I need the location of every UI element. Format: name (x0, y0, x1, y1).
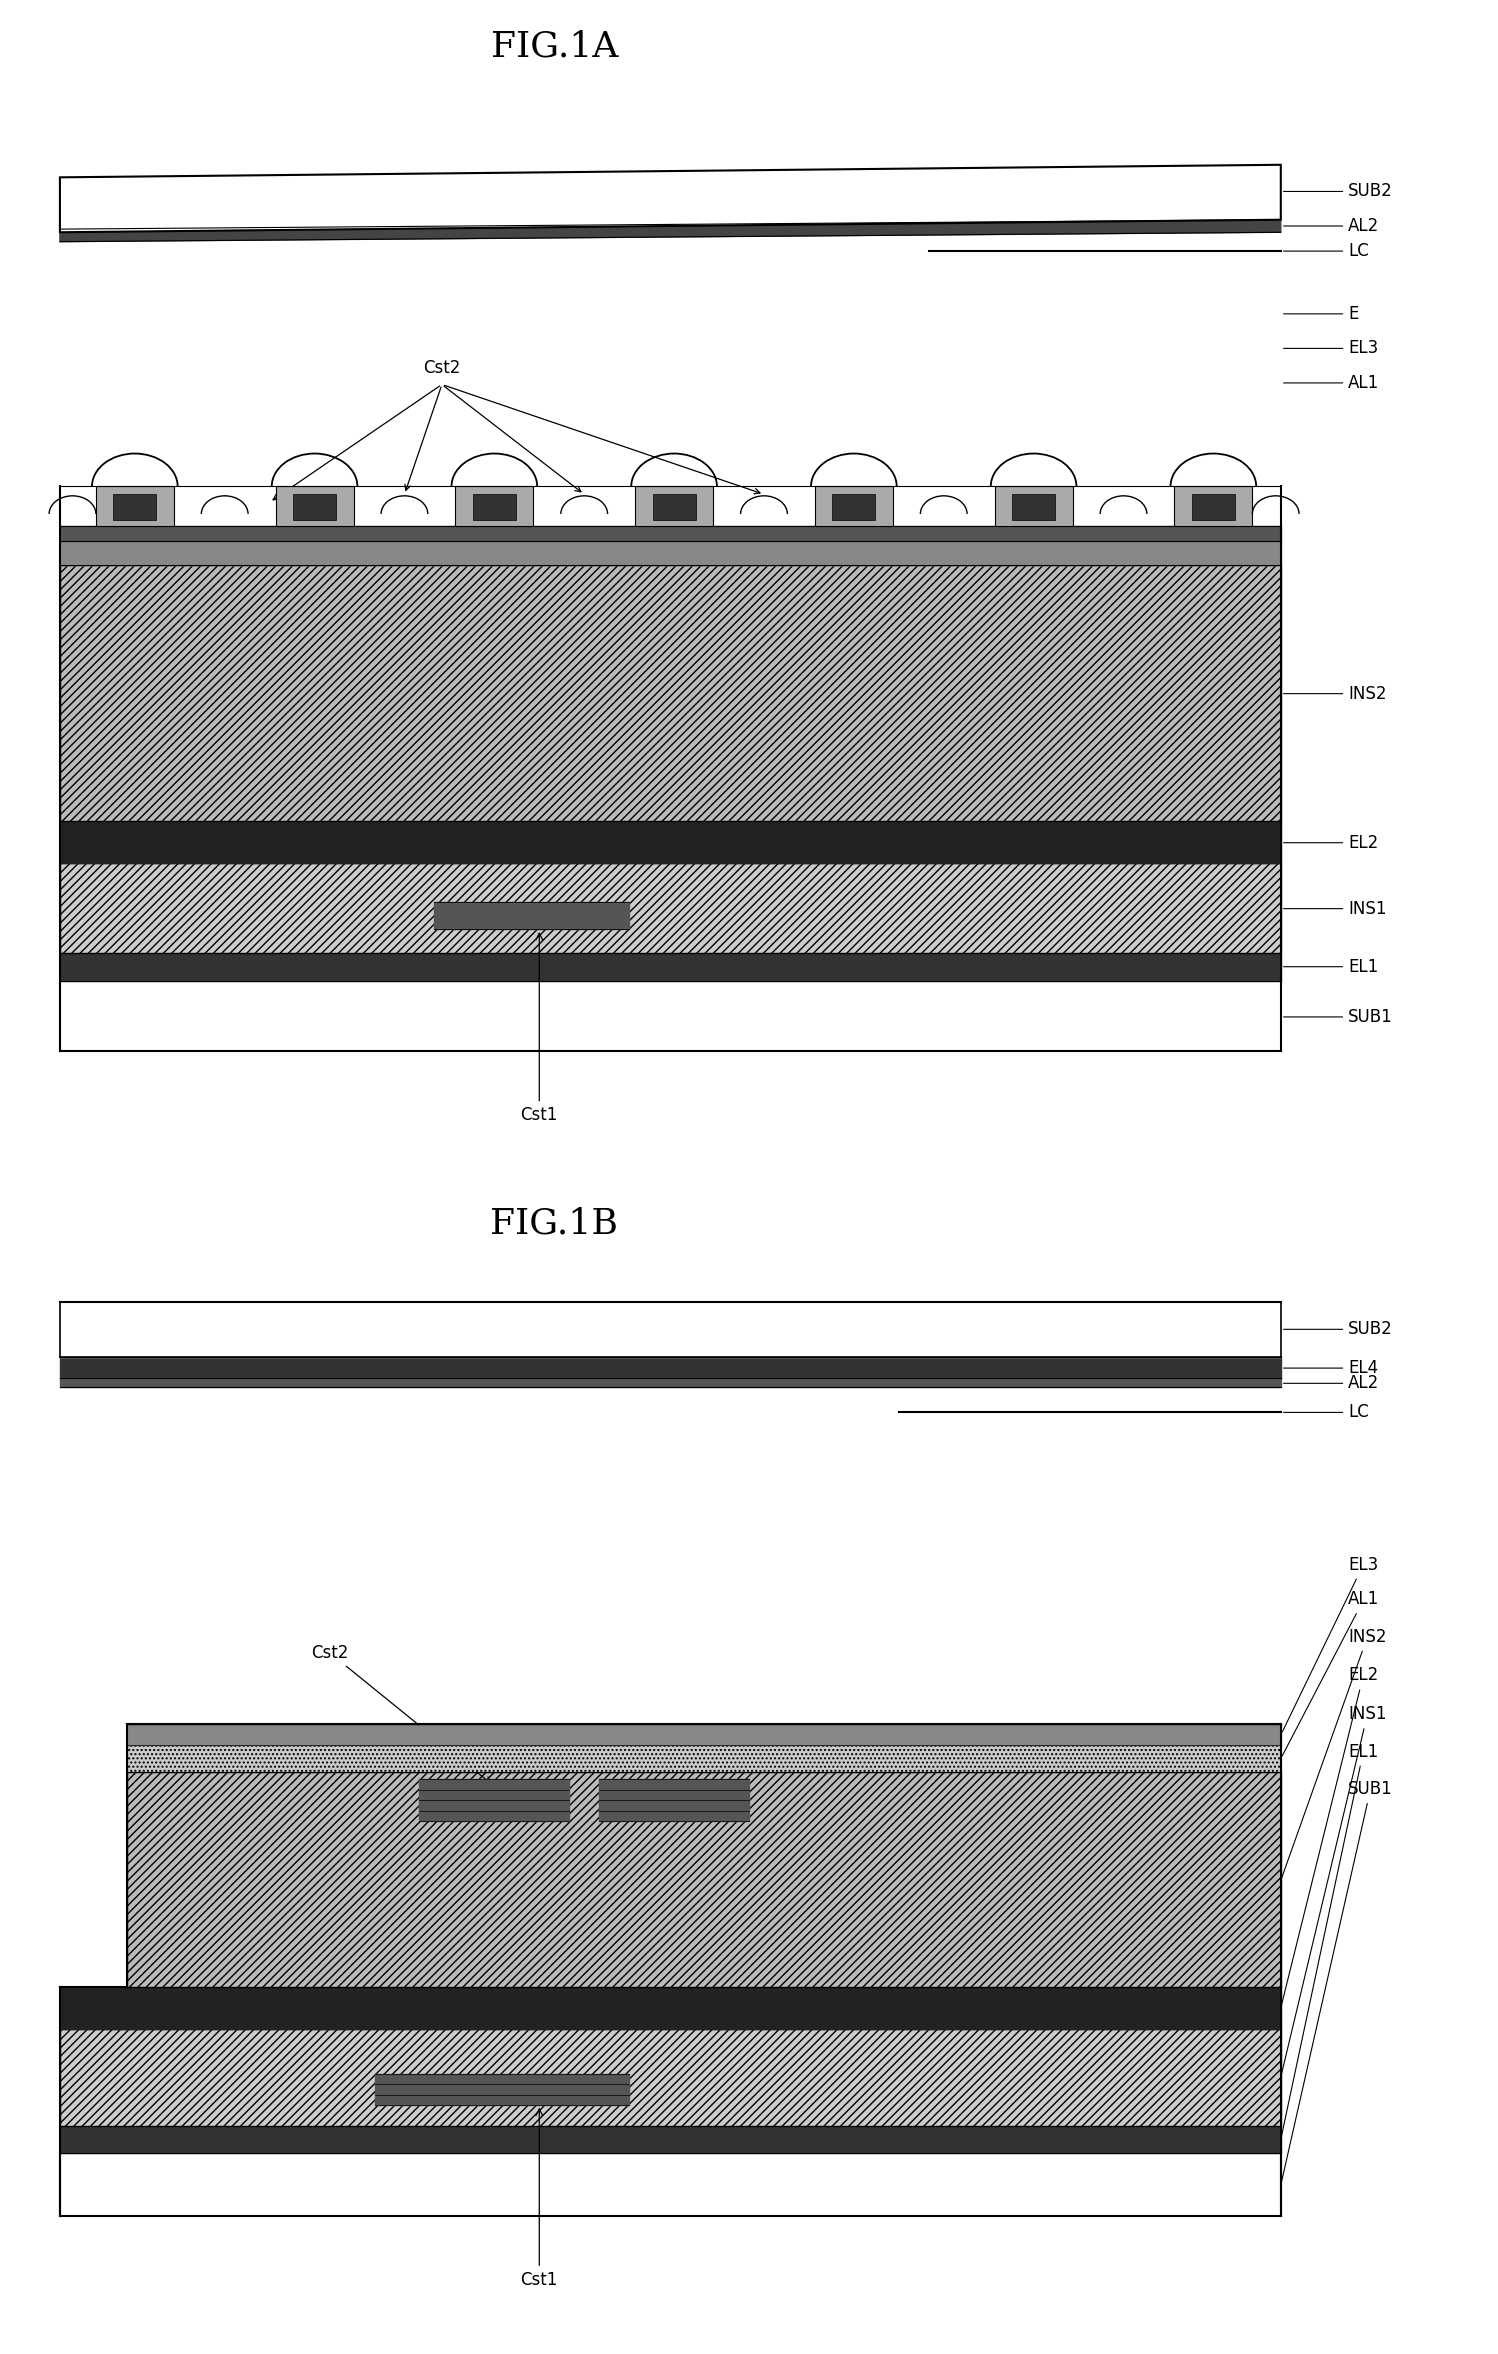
Text: EL2: EL2 (1284, 833, 1378, 852)
Polygon shape (60, 165, 1281, 233)
Text: EL1: EL1 (1281, 1742, 1378, 2137)
Bar (1174, 487, 1252, 525)
Text: FIG.1A: FIG.1A (490, 31, 619, 64)
Bar (60, 2029, 1281, 2126)
Bar (815, 487, 893, 525)
Text: INS1: INS1 (1284, 899, 1387, 918)
Text: FIG.1B: FIG.1B (490, 1205, 619, 1241)
Text: AL2: AL2 (1284, 217, 1380, 235)
Text: EL3: EL3 (1284, 339, 1378, 358)
Text: Cst2: Cst2 (312, 1643, 491, 1784)
Text: AL2: AL2 (1284, 1375, 1380, 1391)
Bar (653, 494, 695, 520)
Bar (96, 487, 174, 525)
Bar (455, 487, 533, 525)
Bar (995, 487, 1073, 525)
Text: SUB1: SUB1 (1281, 1780, 1393, 2182)
Bar (1013, 494, 1055, 520)
Text: Cst1: Cst1 (521, 932, 557, 1125)
Text: SUB1: SUB1 (1284, 1008, 1393, 1026)
Text: LC: LC (1284, 1403, 1369, 1422)
Text: E: E (1284, 306, 1359, 322)
Bar (635, 487, 713, 525)
Bar (60, 565, 1281, 822)
Bar (127, 1773, 1281, 1987)
Text: EL2: EL2 (1281, 1667, 1378, 2006)
Polygon shape (60, 219, 1281, 242)
Bar (114, 494, 156, 520)
Text: LC: LC (1284, 242, 1369, 259)
Text: AL1: AL1 (1284, 374, 1380, 391)
Bar (60, 864, 1281, 953)
Bar (294, 494, 336, 520)
Text: Cst2: Cst2 (424, 358, 460, 377)
Bar (833, 494, 875, 520)
Text: EL4: EL4 (1284, 1358, 1378, 1377)
Text: INS1: INS1 (1281, 1704, 1387, 2074)
Text: SUB2: SUB2 (1284, 184, 1393, 200)
Bar (127, 1744, 1281, 1773)
Text: INS2: INS2 (1282, 1627, 1387, 1878)
Text: EL3: EL3 (1282, 1556, 1378, 1733)
Text: SUB2: SUB2 (1284, 1321, 1393, 1339)
Text: EL1: EL1 (1284, 958, 1378, 975)
Bar (1192, 494, 1234, 520)
Bar (276, 487, 354, 525)
Text: Cst1: Cst1 (521, 2109, 557, 2288)
Text: INS2: INS2 (1284, 685, 1387, 701)
Bar (473, 494, 515, 520)
Text: AL1: AL1 (1282, 1591, 1380, 1756)
